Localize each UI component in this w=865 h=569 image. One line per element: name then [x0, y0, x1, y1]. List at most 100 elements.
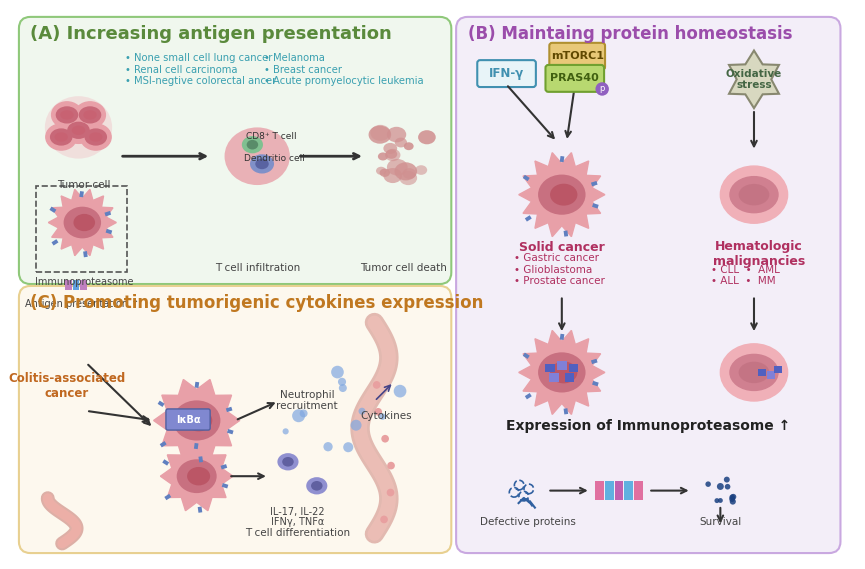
- Bar: [106, 229, 112, 234]
- Circle shape: [373, 381, 381, 389]
- Bar: [591, 181, 598, 186]
- Text: • CLL  •  AML: • CLL • AML: [711, 265, 779, 275]
- Polygon shape: [519, 152, 605, 237]
- Ellipse shape: [538, 352, 586, 393]
- Bar: [525, 215, 532, 221]
- Ellipse shape: [278, 453, 298, 471]
- Ellipse shape: [370, 125, 390, 141]
- Bar: [564, 408, 568, 414]
- Text: Oxidative
stress: Oxidative stress: [726, 68, 782, 90]
- Text: mTORC1: mTORC1: [551, 51, 604, 61]
- Ellipse shape: [730, 354, 778, 390]
- Bar: [65, 280, 72, 290]
- Circle shape: [717, 483, 724, 490]
- Text: (C) Promoting tumorigenic cytokines expression: (C) Promoting tumorigenic cytokines expr…: [30, 294, 484, 312]
- Circle shape: [705, 481, 711, 487]
- Bar: [634, 481, 643, 500]
- Bar: [221, 483, 228, 488]
- FancyBboxPatch shape: [19, 286, 452, 553]
- Circle shape: [379, 413, 386, 420]
- Text: Solid cancer: Solid cancer: [519, 241, 605, 254]
- Bar: [73, 280, 80, 290]
- Circle shape: [350, 420, 362, 431]
- Text: Dendritio cell: Dendritio cell: [244, 154, 305, 163]
- Bar: [774, 366, 782, 373]
- Bar: [164, 494, 171, 500]
- Ellipse shape: [74, 102, 106, 128]
- Circle shape: [299, 410, 308, 418]
- Ellipse shape: [46, 124, 77, 150]
- Bar: [615, 481, 624, 500]
- Ellipse shape: [380, 168, 390, 177]
- Ellipse shape: [404, 142, 413, 150]
- Ellipse shape: [89, 133, 103, 142]
- Bar: [758, 369, 766, 376]
- Ellipse shape: [61, 110, 74, 119]
- Circle shape: [730, 498, 736, 505]
- Bar: [546, 364, 555, 373]
- Ellipse shape: [385, 149, 400, 161]
- Ellipse shape: [52, 102, 82, 128]
- FancyBboxPatch shape: [19, 17, 452, 284]
- Ellipse shape: [80, 124, 112, 150]
- Ellipse shape: [415, 165, 427, 175]
- Text: Tumor cell: Tumor cell: [57, 180, 111, 190]
- Ellipse shape: [394, 162, 417, 180]
- Text: Antigen presentation ↑: Antigen presentation ↑: [25, 299, 139, 310]
- Bar: [564, 230, 568, 237]
- Ellipse shape: [550, 361, 578, 384]
- Ellipse shape: [247, 140, 258, 150]
- Circle shape: [343, 442, 353, 452]
- Ellipse shape: [550, 184, 578, 205]
- Bar: [160, 441, 167, 447]
- Circle shape: [718, 498, 723, 503]
- Bar: [105, 211, 111, 216]
- Bar: [560, 156, 564, 162]
- Circle shape: [729, 494, 735, 500]
- Circle shape: [381, 516, 388, 523]
- Bar: [194, 443, 198, 449]
- Ellipse shape: [86, 129, 106, 145]
- Bar: [549, 373, 559, 382]
- Text: • Breast cancer: • Breast cancer: [264, 65, 342, 75]
- Text: Immunoproteasome: Immunoproteasome: [35, 277, 133, 287]
- Circle shape: [358, 408, 366, 415]
- Ellipse shape: [739, 362, 769, 383]
- Ellipse shape: [739, 184, 769, 205]
- Ellipse shape: [83, 110, 97, 119]
- Bar: [198, 506, 202, 513]
- Text: IFN-γ: IFN-γ: [489, 67, 523, 80]
- Circle shape: [338, 378, 346, 386]
- Text: (B) Maintaing protein homeostasis: (B) Maintaing protein homeostasis: [468, 24, 792, 43]
- Bar: [592, 203, 599, 208]
- Ellipse shape: [400, 171, 417, 185]
- Bar: [80, 280, 87, 290]
- Text: PRAS40: PRAS40: [550, 73, 599, 84]
- Ellipse shape: [387, 127, 407, 142]
- Ellipse shape: [242, 136, 263, 153]
- Ellipse shape: [402, 168, 416, 179]
- Circle shape: [375, 408, 382, 416]
- Ellipse shape: [394, 138, 407, 147]
- Text: Colitis-associated
cancer: Colitis-associated cancer: [9, 373, 125, 401]
- Ellipse shape: [250, 154, 274, 174]
- Text: (A) Increasing antigen presentation: (A) Increasing antigen presentation: [30, 24, 392, 43]
- Circle shape: [339, 384, 347, 392]
- Ellipse shape: [176, 459, 216, 493]
- Circle shape: [724, 477, 730, 483]
- Circle shape: [387, 489, 394, 496]
- Text: • Gastric cancer: • Gastric cancer: [514, 253, 599, 263]
- Bar: [522, 353, 529, 359]
- Text: CD8⁺ T cell: CD8⁺ T cell: [247, 132, 297, 141]
- Ellipse shape: [538, 175, 586, 215]
- Polygon shape: [729, 51, 779, 108]
- Ellipse shape: [63, 117, 94, 143]
- Bar: [767, 372, 775, 379]
- Text: IFNγ, TNFα: IFNγ, TNFα: [271, 517, 324, 526]
- FancyBboxPatch shape: [477, 60, 536, 87]
- Ellipse shape: [74, 214, 95, 231]
- Text: T cell infiltration: T cell infiltration: [215, 262, 300, 273]
- Bar: [605, 481, 613, 500]
- Text: Defective proteins: Defective proteins: [480, 517, 576, 526]
- Bar: [568, 364, 578, 373]
